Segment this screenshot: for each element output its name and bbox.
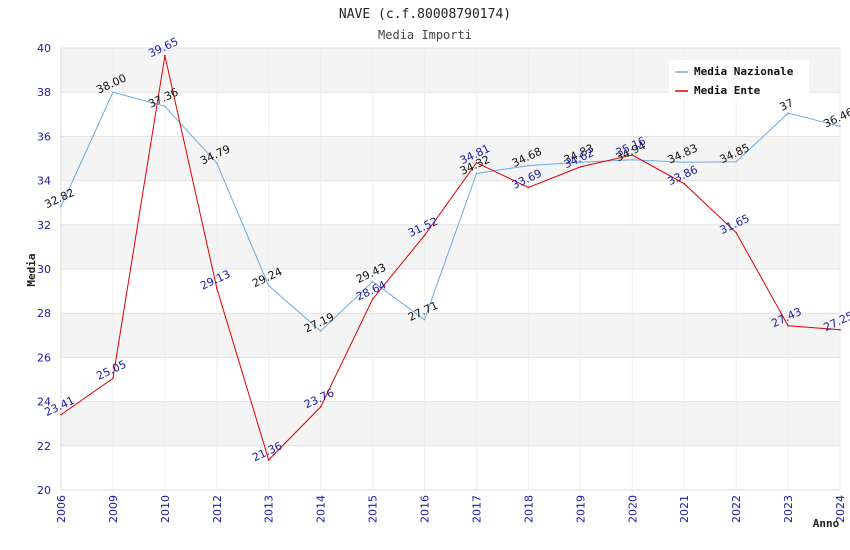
x-tick-label: 2018: [522, 495, 535, 523]
y-tick-label: 36: [37, 130, 51, 143]
grid-lines: [60, 47, 841, 491]
y-axis-label: Media: [25, 253, 38, 286]
x-tick-label: 2010: [159, 495, 172, 523]
y-tick-label: 34: [37, 175, 51, 188]
data-point: [787, 324, 789, 327]
y-tick-label: 32: [37, 219, 51, 232]
x-tick-label: 2015: [367, 495, 380, 523]
legend-label-nazionale: Media Nazionale: [694, 65, 794, 78]
data-point: [112, 91, 114, 93]
data-point: [423, 234, 426, 237]
x-tick-label: 2023: [782, 495, 795, 523]
grid-band: [61, 313, 840, 358]
legend-box: [669, 60, 809, 98]
data-point: [164, 54, 166, 57]
y-tick-label: 28: [37, 307, 51, 320]
chart-subtitle: Media Importi: [378, 28, 472, 42]
data-point: [319, 330, 322, 332]
data-point: [216, 287, 218, 290]
y-tick-label: 40: [37, 42, 51, 55]
y-tick-label: 20: [37, 484, 51, 497]
data-label: 37: [777, 96, 795, 114]
legend-label-ente: Media Ente: [694, 84, 761, 97]
chart-title: NAVE (c.f.80008790174): [339, 7, 511, 22]
data-point: [319, 406, 322, 408]
series-lines: [60, 54, 841, 461]
x-tick-label: 2022: [730, 495, 743, 523]
data-label: 36.46: [821, 106, 850, 131]
data-point: [60, 205, 62, 208]
data-point: [839, 328, 841, 331]
data-point: [683, 182, 685, 185]
x-tick-label: 2020: [626, 495, 639, 523]
x-tick-label: 2024: [834, 495, 847, 523]
data-point: [475, 172, 478, 175]
data-point: [112, 377, 114, 380]
y-tick-label: 22: [37, 440, 51, 453]
x-tick-label: 2012: [211, 495, 224, 523]
data-point: [527, 186, 530, 189]
data-point: [735, 161, 737, 163]
x-tick-label: 2009: [107, 495, 120, 523]
data-point: [579, 161, 582, 164]
data-point: [527, 164, 530, 167]
data-point: [787, 112, 789, 114]
x-tick-label: 2019: [574, 495, 587, 523]
y-tick-labels: 20 22 24 26 28 30 32 34 36 38 40: [37, 42, 51, 497]
data-point: [631, 159, 634, 161]
data-point: [267, 284, 270, 287]
data-point: [60, 413, 62, 416]
x-tick-label: 2017: [470, 495, 483, 523]
data-point: [631, 154, 634, 156]
x-tick-label: 2006: [55, 495, 68, 523]
y-tick-label: 38: [37, 86, 51, 99]
y-tick-label: 24: [37, 396, 51, 409]
data-point: [475, 161, 478, 164]
data-point: [216, 162, 218, 164]
x-tick-labels: 2006 2009 2010 2012 2013 2014 2015 2016 2017 2018…: [55, 495, 847, 523]
grid-bands: [61, 48, 840, 446]
data-point: [735, 231, 737, 234]
x-axis-label: Anno: [813, 517, 840, 530]
y-tick-label: 26: [37, 351, 51, 364]
data-point: [371, 298, 374, 300]
data-point: [579, 166, 582, 168]
x-tick-label: 2014: [315, 495, 328, 523]
data-point: [371, 280, 374, 283]
y-tick-label: 30: [37, 263, 51, 276]
grid-band: [61, 401, 840, 446]
data-label: 32.82: [42, 186, 76, 211]
series-line-nazionale: [60, 91, 841, 332]
data-point: [839, 125, 841, 128]
x-tick-label: 2016: [419, 495, 432, 523]
x-tick-label: 2021: [678, 495, 691, 523]
legend: Media Nazionale Media Ente: [669, 60, 809, 98]
data-label: 29.13: [198, 268, 232, 293]
data-point: [267, 459, 270, 461]
data-point: [683, 161, 685, 164]
data-point: [164, 105, 166, 108]
data-point: [423, 318, 426, 321]
x-tick-label: 2013: [263, 495, 276, 523]
series-line-ente: [60, 55, 841, 461]
